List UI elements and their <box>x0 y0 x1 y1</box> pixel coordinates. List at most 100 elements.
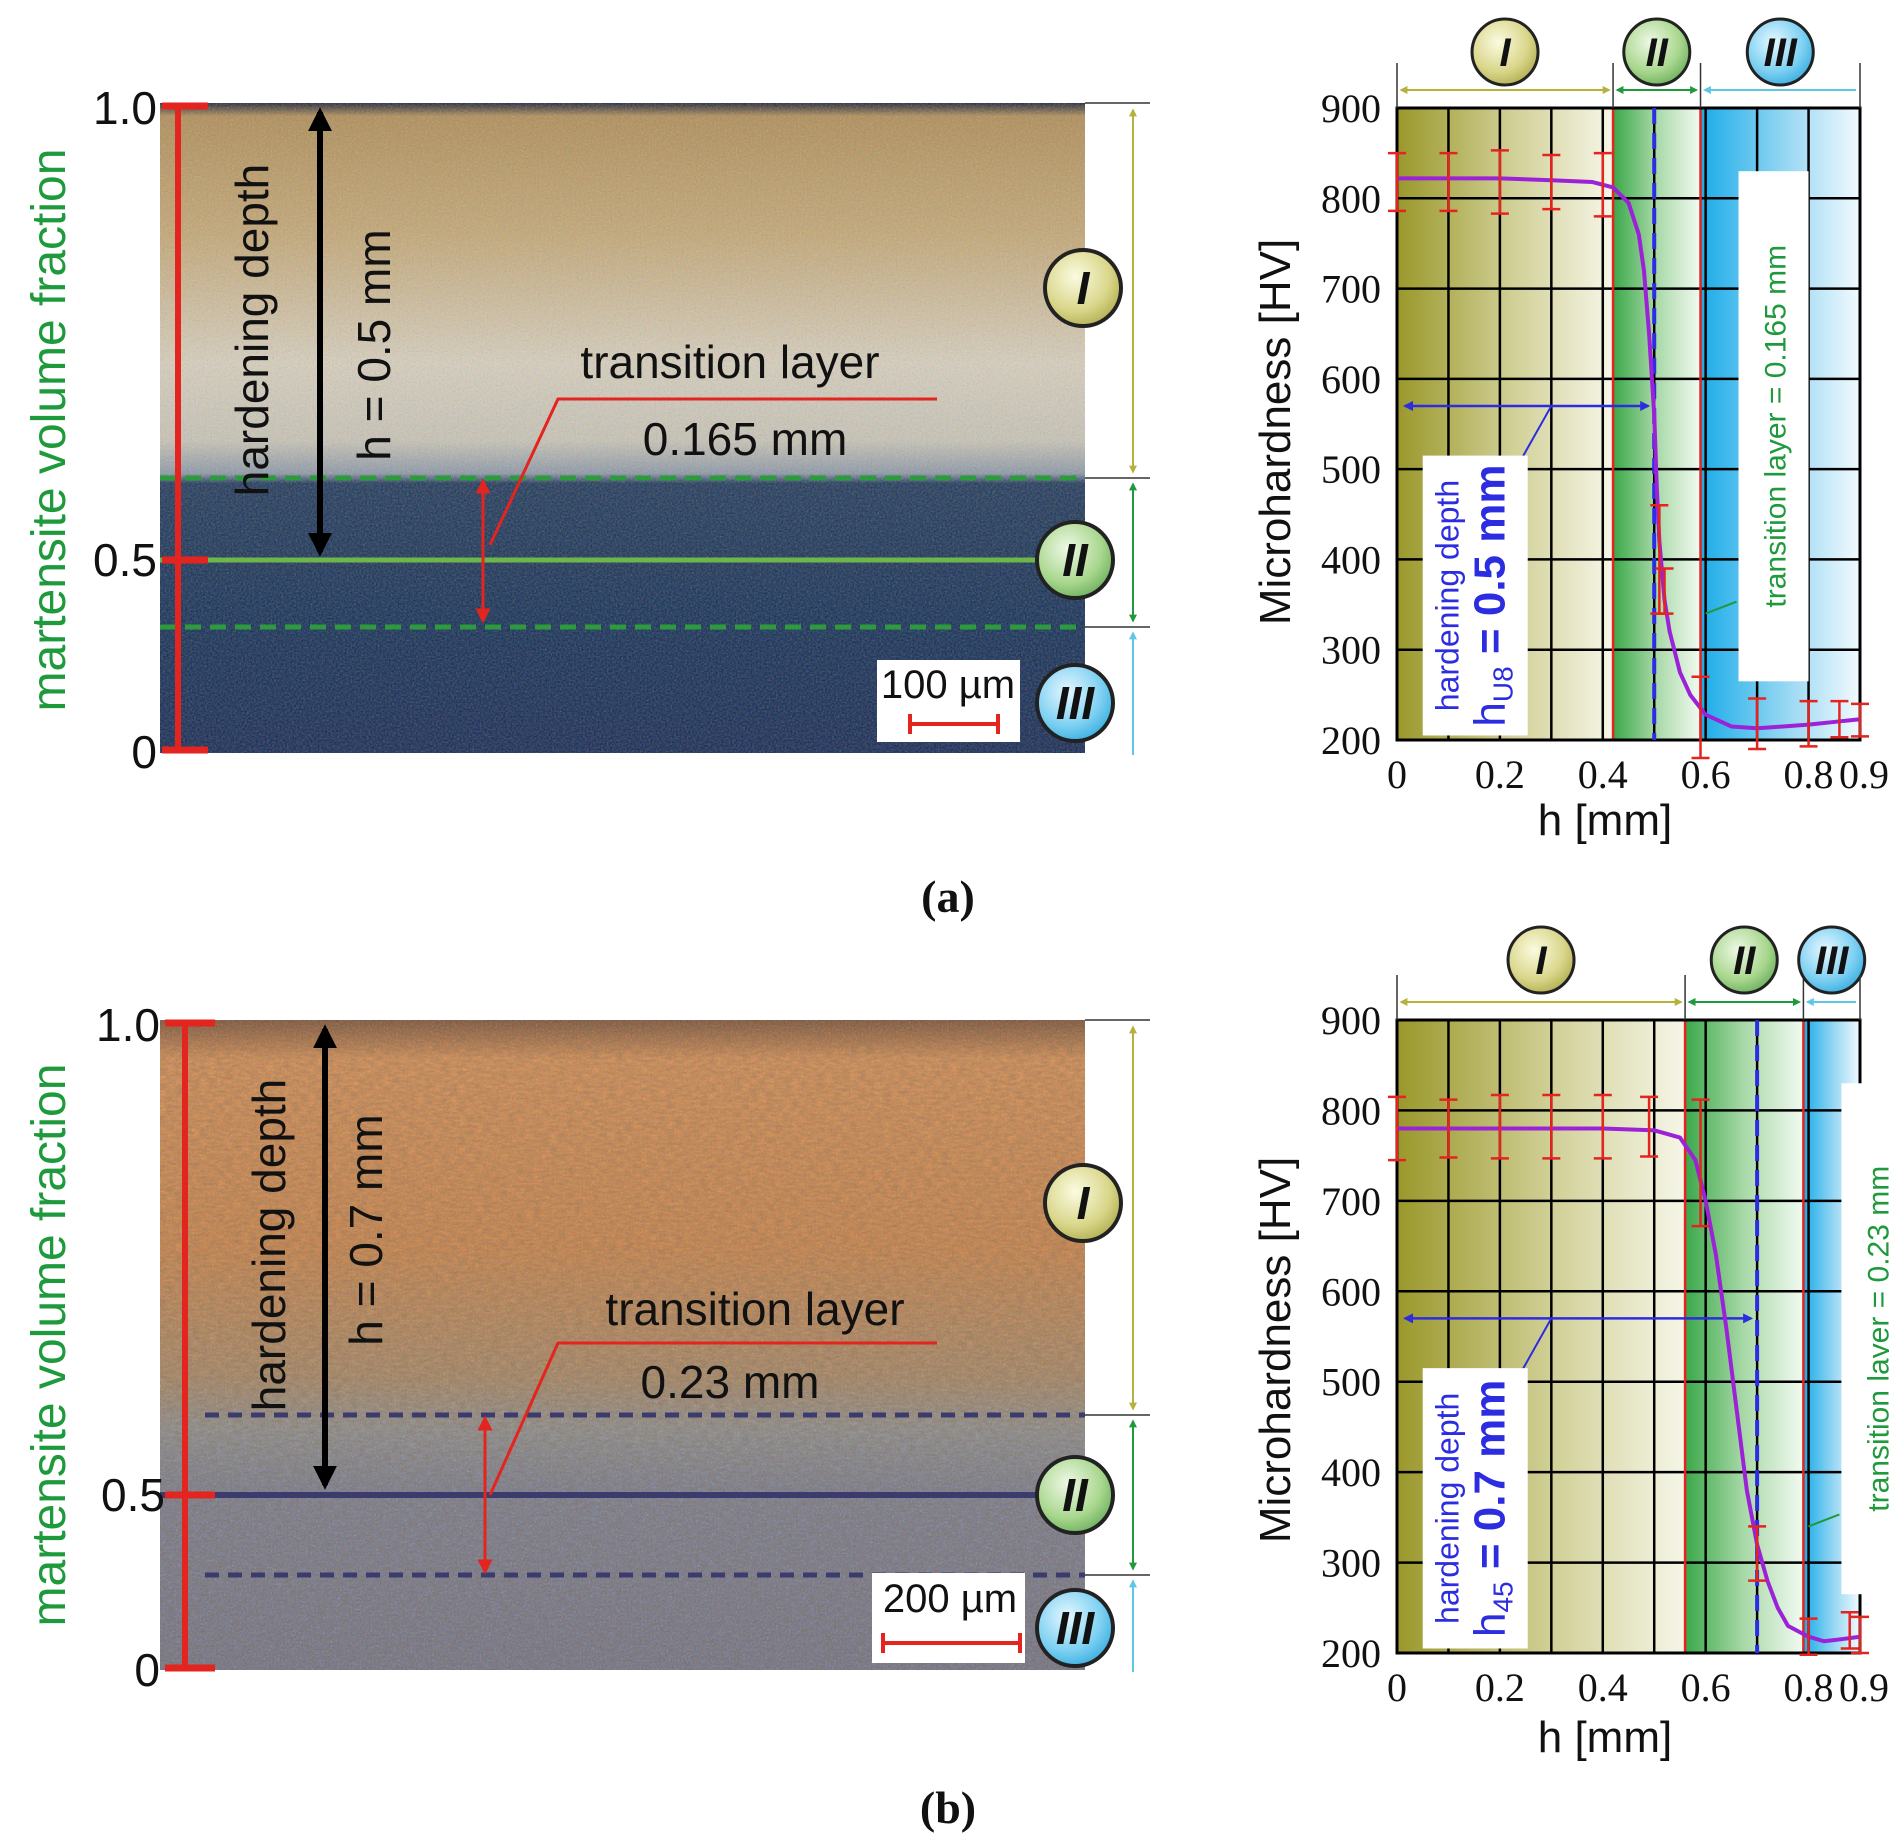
error-bar <box>1640 1095 1659 1158</box>
error-bar <box>1748 1525 1767 1582</box>
zone-header-badge: II <box>1709 925 1779 995</box>
chart-b-error-bars <box>1388 1093 1869 1657</box>
micrograph-b-scale-bar: 200 µm <box>872 1573 1025 1663</box>
micrograph-a-h-label: h = 0.5 mm <box>348 229 400 460</box>
zone-header-badge: III <box>1745 17 1815 87</box>
error-bar <box>1840 1611 1859 1650</box>
micrograph-a-zone-III-badge: III <box>1035 663 1115 743</box>
x-tick-label: 0 <box>1387 1665 1407 1710</box>
micrograph-a: I II III 1.0 0.5 0 martensite volume fra… <box>23 82 1150 778</box>
chart-a-error-bars <box>1388 149 1869 760</box>
micrograph-a-transition-label: transition layer <box>580 336 879 388</box>
badge-label: III <box>1056 677 1096 729</box>
hardening-equation: = 0.5 mm <box>1466 465 1515 667</box>
x-tick-label: 0.4 <box>1578 1665 1628 1710</box>
chart-a-curve <box>1397 176 1861 731</box>
y-tick-label: 300 <box>1321 628 1381 673</box>
transition-leader <box>1705 600 1737 615</box>
error-bar <box>1691 1098 1710 1228</box>
hardening-label: hardening depth <box>1430 480 1466 711</box>
error-bar <box>1748 697 1767 751</box>
zone-header-badge: II <box>1622 17 1692 87</box>
y-tick-label: 400 <box>1321 1450 1381 1495</box>
y-tick-label: 700 <box>1321 267 1381 312</box>
badge-circle <box>1506 925 1576 995</box>
chart-a-ticks: 0 0.2 0.4 0.6 0.8 0.9 900 800 700 600 500 400 300 200 <box>1321 86 1889 797</box>
error-bar <box>1691 675 1710 760</box>
y-tick-label: 500 <box>1321 447 1381 492</box>
micrograph-b-zone-I-badge: I <box>1043 1163 1123 1243</box>
micrograph-b-transition-value: 0.23 mm <box>641 1356 820 1408</box>
x-tick-label: 0.6 <box>1681 752 1731 797</box>
badge-label: II <box>1733 939 1756 983</box>
badge-label: III <box>1764 31 1798 75</box>
chart-b-ticks: 0 0.2 0.4 0.6 0.8 0.9 900 800 700 600 500 400 300 200 <box>1321 998 1889 1710</box>
y-tick-label: 300 <box>1321 1541 1381 1586</box>
badge-label: II <box>1062 1469 1089 1521</box>
hardening-symbol: h <box>1466 702 1515 726</box>
y-tick-label: 900 <box>1321 998 1381 1043</box>
micrograph-a-zone-I-badge: I <box>1043 248 1123 328</box>
x-tick-label: 0.6 <box>1681 1665 1731 1710</box>
micrograph-b-tick-1: 1.0 <box>96 999 160 1051</box>
x-tick-label: 0.8 <box>1784 752 1834 797</box>
plot-frame <box>1395 106 1862 742</box>
hardness-curve <box>1397 1126 1861 1644</box>
badge-circle <box>1622 17 1692 87</box>
badge-circle <box>1745 17 1815 87</box>
micrograph-a-zone-II-badge: II <box>1035 520 1115 600</box>
y-tick-label: 600 <box>1321 1269 1381 1314</box>
x-tick-label: 0.2 <box>1475 752 1525 797</box>
scale-bar-label: 100 µm <box>881 663 1015 707</box>
badge-label: I <box>1077 1177 1091 1229</box>
micrograph-b-y-label: martensite volume fraction <box>23 1064 76 1627</box>
error-bar <box>1388 1095 1406 1162</box>
badge-label: I <box>1077 262 1091 314</box>
micrograph-b: I II III 1.0 0.5 0 martensite volume fra… <box>23 999 1150 1696</box>
hardening-value: hU8 = 0.5 mm <box>1466 465 1519 727</box>
hardness-curve <box>1397 176 1861 731</box>
badge-circle <box>1470 17 1540 87</box>
zone-header-badge: III <box>1797 925 1867 995</box>
zone-2-band <box>1613 108 1701 740</box>
badge-label: I <box>1535 939 1547 983</box>
micrograph-a-scale-bar: 100 µm <box>877 660 1020 742</box>
micrograph-b-zone-III-badge: III <box>1035 1588 1115 1668</box>
micrograph-b-h-label: h = 0.7 mm <box>340 1114 392 1345</box>
error-bar <box>1439 151 1458 213</box>
x-tick-label: 0.9 <box>1839 752 1889 797</box>
badge-label: II <box>1646 31 1669 75</box>
chart-b-curve <box>1397 1126 1861 1644</box>
micrograph-b-transition-leader <box>488 1341 937 1496</box>
micrograph-a-tick-0: 0 <box>131 726 157 778</box>
y-tick-label: 400 <box>1321 537 1381 582</box>
error-bar <box>1799 699 1818 748</box>
error-bar <box>1799 1617 1818 1657</box>
caption-b: (b) <box>920 1782 976 1833</box>
chart-a-x-label: h [mm] <box>1538 796 1672 845</box>
y-tick-label: 200 <box>1321 718 1381 763</box>
hardening-equation: = 0.7 mm <box>1466 1380 1515 1582</box>
zone-header-badge: I <box>1506 925 1576 995</box>
error-bar <box>1830 699 1849 739</box>
x-tick-label: 0.9 <box>1839 1665 1889 1710</box>
micrograph-b-zone-II-badge: II <box>1035 1455 1115 1535</box>
y-tick-label: 600 <box>1321 357 1381 402</box>
y-tick-label: 500 <box>1321 1360 1381 1405</box>
hardening-label: hardening depth <box>1430 1393 1466 1624</box>
micrograph-b-transition-label: transition layer <box>605 1283 904 1335</box>
badge-label: III <box>1815 939 1849 983</box>
micrograph-a-transition-value: 0.165 mm <box>643 413 848 465</box>
transition-label-box <box>1738 171 1809 682</box>
hardening-value: h45 = 0.7 mm <box>1466 1380 1519 1637</box>
micrograph-a-y-label: martensite volume fraction <box>23 149 76 712</box>
badge-label: II <box>1062 534 1089 586</box>
micrograph-b-tick-0: 0 <box>134 1644 160 1696</box>
error-bar <box>1439 1098 1458 1159</box>
scale-bar-label: 200 µm <box>883 1577 1017 1621</box>
error-bar <box>1655 567 1674 615</box>
